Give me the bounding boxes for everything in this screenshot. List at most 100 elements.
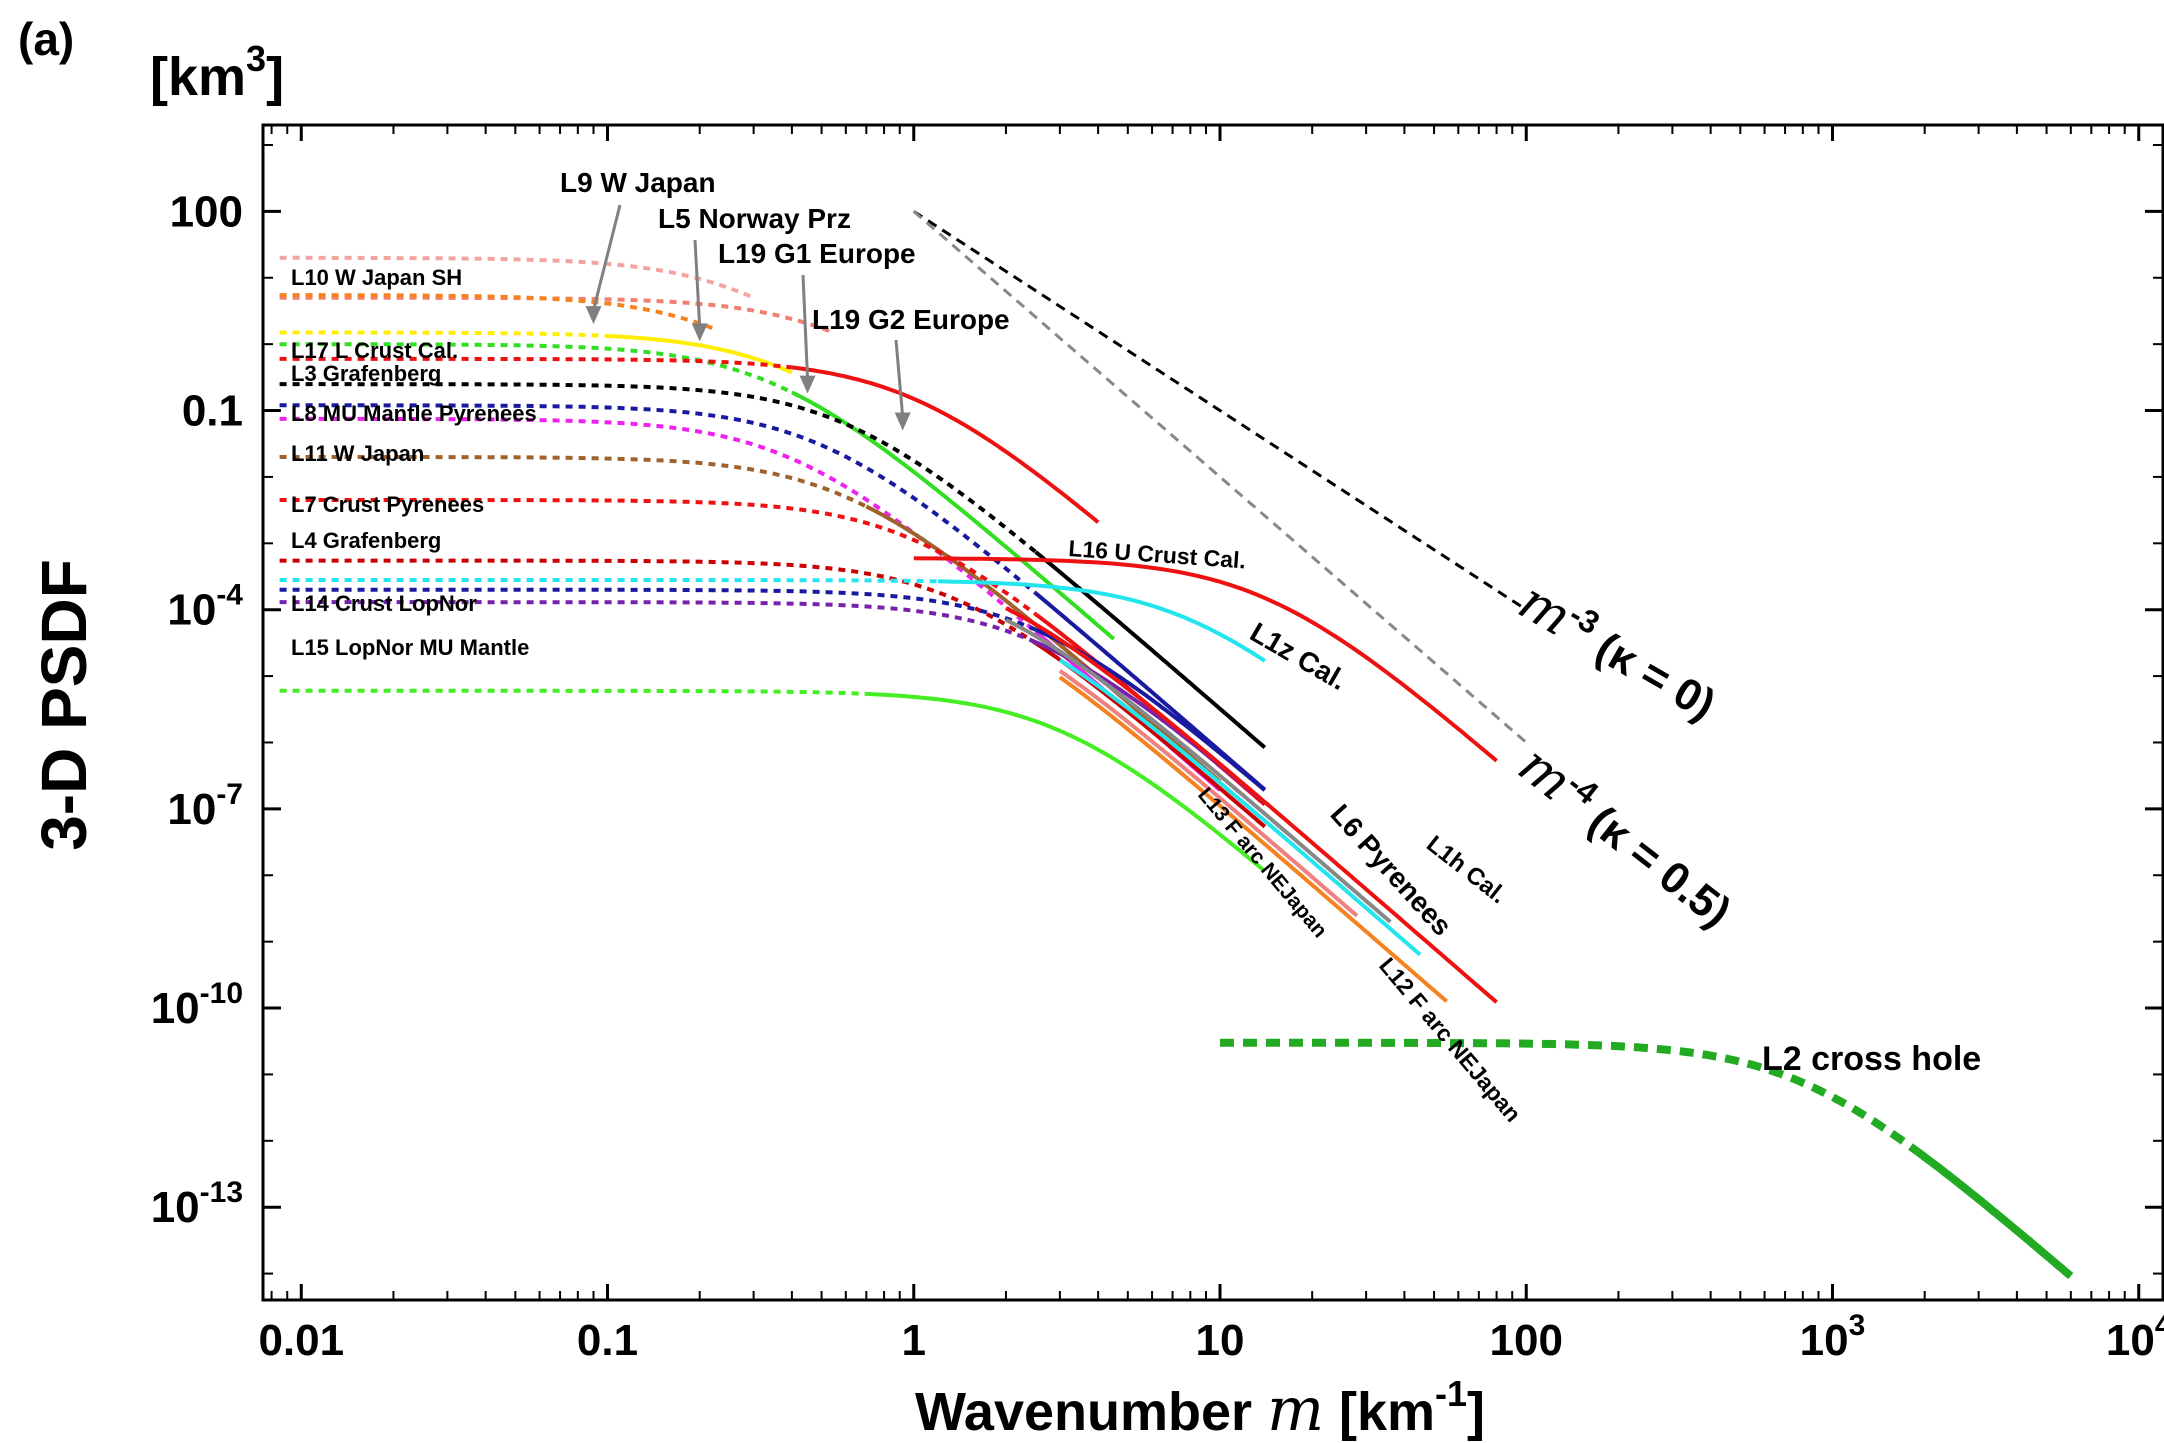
label-l11: L11 W Japan [291,441,424,466]
y-tick-base: 100 [170,187,243,236]
x-tick-label: 103 [1800,1309,1866,1365]
x-tick-base: 0.1 [577,1316,638,1365]
series-L13-solid [1058,669,1359,918]
y-tick-sup: -4 [216,579,243,612]
m3-symbol: m [1509,571,1582,648]
arrow-l5-shaft [693,239,702,328]
arrow-l19g1-head [799,375,816,394]
series-L19G1-dotted [279,330,608,338]
y-tick-sup: -13 [200,1176,243,1209]
x-tick-label: 10 [1196,1316,1245,1365]
x-tick-label: 1 [902,1316,926,1365]
y-tick-label: 10-4 [167,579,243,635]
series-L19G1-solid [607,334,793,375]
series-L17-dotted [279,382,1037,554]
panel-label: (a) [18,13,74,65]
series-L9-dotted [279,255,755,300]
label-l3: L3 Grafenberg [291,361,441,386]
arrow-l9-head [585,306,602,325]
y-tick-label: 0.1 [182,387,243,436]
x-axis-unit-close: ] [1467,1382,1485,1442]
series-L16-dotted [279,578,939,584]
arrow-l9-shaft [592,204,622,311]
m3-kappa: (κ = 0) [1588,623,1724,730]
label-m3: m-3(κ = 0) [1509,571,1728,732]
x-axis-title: Wavenumber m [km-1] [915,1373,1485,1443]
label-l15: L15 LopNor MU Mantle [291,635,529,660]
series-L11-dotted [279,455,868,509]
x-axis-text: Wavenumber [915,1382,1252,1442]
x-tick-base: 10 [2106,1316,2155,1365]
y-tick-base: 10 [167,785,216,834]
x-tick-sup: 3 [1849,1309,1866,1342]
series-L4-dotted [279,558,1037,645]
x-tick-base: 1 [902,1316,926,1365]
reference-lines [912,210,1528,744]
label-l9: L9 W Japan [560,167,716,198]
arrow-l19g2-head [894,412,911,431]
series-L16-solid [937,579,1266,663]
series-L7-dotted [279,498,1037,616]
series-layer [279,255,2074,1280]
x-tick-label: 100 [1490,1316,1563,1365]
y-tick-base: 0.1 [182,387,243,436]
m4-kappa: (κ = 0.5) [1580,797,1740,937]
label-l19g1: L19 G1 Europe [718,238,916,269]
series-L17-solid [1034,550,1267,750]
y-unit-sup: 3 [246,38,266,79]
series-L2-dotted [1220,1038,1921,1156]
label-l8: L8 MU Mantle Pyrenees [291,401,537,426]
arrow-l5-head [691,323,708,342]
series-L1h-solid [1004,606,1498,1004]
y-axis-title: 3-D PSDF [28,559,100,851]
y-tick-base: 10 [167,586,216,635]
series-L18-solid [791,390,1116,641]
series-L3-dotted [279,403,1037,595]
series-L2-solid [1915,1148,2074,1280]
series-L12-solid [1058,675,1449,1003]
series-L14b-dotted [279,600,1037,644]
label-l17: L17 L Crust Cal. [291,338,458,363]
y-tick-label: 10-7 [167,778,243,834]
y-tick-label: 100 [170,187,243,236]
x-tick-base: 10 [1196,1316,1245,1365]
series-L14-dotted [279,587,1037,632]
reference-line-m4 [912,210,1528,744]
x-tick-label: 104 [2106,1309,2164,1365]
x-tick-base: 10 [1800,1316,1849,1365]
label-l19g2: L19 G2 Europe [812,304,1010,335]
x-tick-sup: 4 [2155,1309,2164,1342]
y-unit-base: [km [150,47,246,107]
y-tick-base: 10 [151,1183,200,1232]
label-l5: L5 Norway Prz [658,203,851,234]
series-L6c-solid [1058,658,1422,957]
reference-line-m3 [912,210,1528,611]
arrow-l19g2-shaft [894,339,905,417]
x-tick-label: 0.1 [577,1316,638,1365]
series-L19G2-solid [791,365,1100,524]
label-l4: L4 Grafenberg [291,528,441,553]
x-ticks: 0.01 0.1 1 10 100 103 104 [258,125,2164,1365]
series-L15-solid [866,691,1267,873]
x-axis-unit-open: [km [1339,1382,1435,1442]
series-L1z-solid [913,556,1498,763]
y-tick-label: 10-13 [151,1176,243,1232]
series-L15-dotted [279,688,867,696]
y-unit-close: ] [266,47,284,107]
y-tick-base: 10 [151,984,200,1033]
series-L5-dotted [279,295,835,335]
annotation-arrows [585,204,911,431]
plot-frame [261,123,2164,1302]
x-axis-symbol: m [1267,1375,1324,1443]
label-l10: L10 W Japan SH [291,265,462,290]
x-tick-base: 100 [1490,1316,1563,1365]
y-tick-sup: -7 [216,778,243,811]
label-l2: L2 cross hole [1762,1040,1981,1078]
y-unit-label: [km3] [150,38,284,107]
label-m4: m-4(κ = 0.5) [1507,735,1745,939]
x-tick-label: 0.01 [258,1316,344,1365]
y-tick-sup: -10 [200,977,243,1010]
series-labels: L9 W Japan L5 Norway Prz L19 G1 Europe L… [291,167,1981,1127]
